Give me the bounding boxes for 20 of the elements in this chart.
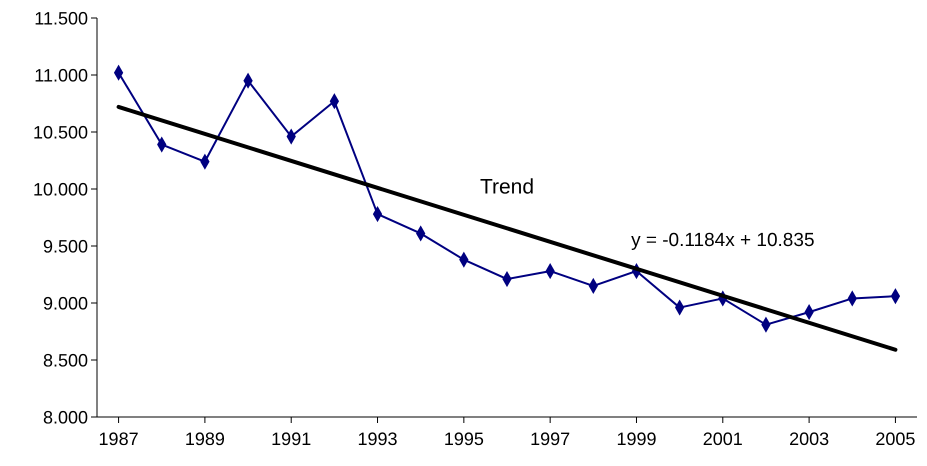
x-tick-label: 1987 — [98, 429, 139, 449]
x-tick-label: 1999 — [616, 429, 656, 449]
x-tick-label: 1995 — [444, 429, 484, 449]
y-tick-label: 11.500 — [34, 8, 88, 28]
y-tick-label: 11.000 — [34, 65, 88, 86]
series-label: Trend — [480, 175, 534, 198]
x-tick-label: 1993 — [358, 429, 398, 449]
x-tick-label: 1989 — [184, 429, 225, 449]
x-tick-label: 1997 — [530, 429, 570, 449]
x-tick-label: 1991 — [271, 429, 312, 449]
x-tick-label: 2005 — [875, 429, 916, 449]
annotation: y = -0.1184x + 10.835 — [631, 230, 815, 251]
y-tick-label: 10.500 — [32, 122, 88, 142]
y-tick-label: 9.000 — [42, 293, 88, 314]
x-tick-label: 2001 — [702, 429, 743, 449]
y-tick-label: 9.500 — [42, 236, 88, 256]
y-tick-label: 8.000 — [42, 407, 88, 428]
y-tick-label: 8.500 — [42, 350, 88, 370]
x-tick-label: 2003 — [789, 429, 830, 449]
y-tick-label: 10.000 — [32, 179, 88, 200]
